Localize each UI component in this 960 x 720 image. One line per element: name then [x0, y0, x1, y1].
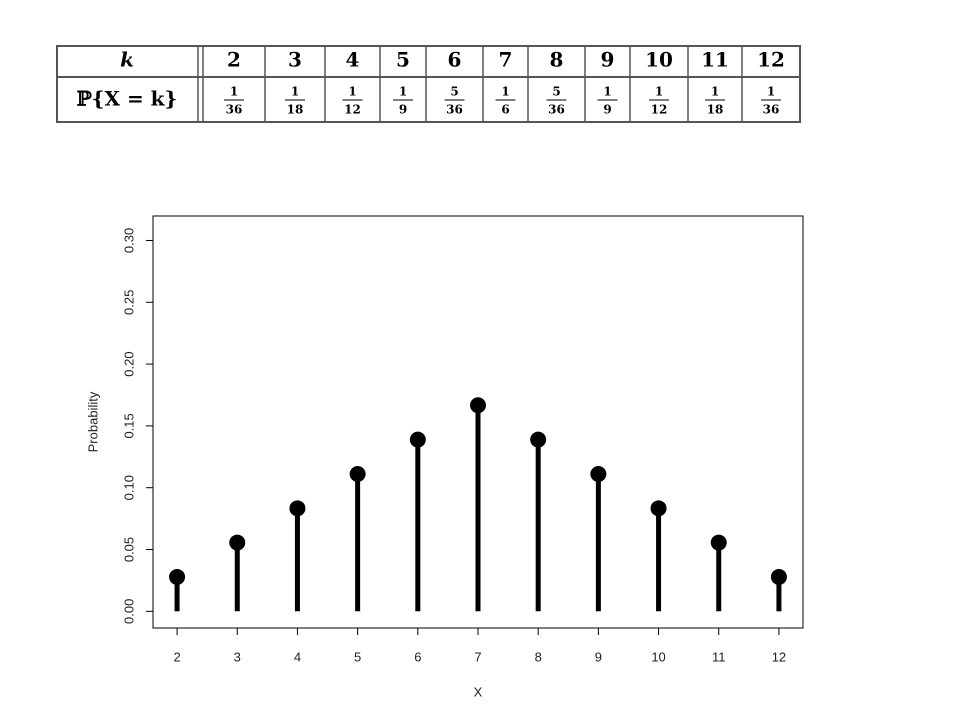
- y-tick-label: 0.20: [121, 351, 136, 376]
- fraction-num: 1: [230, 85, 238, 99]
- x-tick-label: 6: [414, 649, 421, 664]
- table-cell: 3: [288, 48, 302, 72]
- fraction-den: 36: [763, 103, 780, 117]
- x-tick-label: 12: [772, 649, 786, 664]
- fraction-num: 1: [291, 85, 299, 99]
- fraction-den: 18: [287, 103, 304, 117]
- x-tick-label: 2: [173, 649, 180, 664]
- fraction-den: 12: [344, 103, 361, 117]
- x-axis-label: X: [474, 684, 483, 699]
- table-cell: 2: [227, 48, 241, 72]
- stem-point: [710, 534, 727, 551]
- stem-point: [409, 431, 426, 448]
- fraction-den: 36: [548, 103, 565, 117]
- fraction-num: 1: [711, 85, 719, 99]
- table-cell: 6: [448, 48, 462, 72]
- table-cell: 10: [645, 48, 673, 72]
- fraction-den: 6: [501, 103, 509, 117]
- table-cell: 8: [550, 48, 564, 72]
- fraction-den: 36: [226, 103, 243, 117]
- stem-point: [470, 397, 486, 414]
- fraction-den: 12: [651, 103, 668, 117]
- y-tick-label: 0.15: [121, 413, 136, 438]
- table-header: k: [120, 48, 134, 72]
- fraction-den: 9: [399, 103, 407, 117]
- stem-point: [229, 534, 246, 551]
- x-tick-label: 3: [234, 649, 241, 664]
- table-cell: 5: [396, 48, 410, 72]
- fraction-num: 1: [399, 85, 407, 99]
- fraction-den: 18: [707, 103, 724, 117]
- x-tick-label: 9: [595, 649, 602, 664]
- table-frame: [56, 45, 801, 123]
- fraction-num: 1: [655, 85, 663, 99]
- fraction-num: 5: [552, 85, 560, 99]
- stem-point: [169, 568, 186, 585]
- x-tick-label: 7: [474, 649, 481, 664]
- table-cell: 11: [701, 48, 729, 72]
- fraction-num: 5: [450, 85, 458, 99]
- x-tick-label: 4: [294, 649, 301, 664]
- x-tick-label: 8: [535, 649, 542, 664]
- fraction-den: 9: [603, 103, 611, 117]
- y-tick-label: 0.10: [121, 475, 136, 500]
- stem-point: [770, 568, 787, 585]
- x-tick-label: 10: [651, 649, 665, 664]
- stem-point: [530, 431, 547, 448]
- table-cell: 7: [499, 48, 513, 72]
- stem-point: [289, 500, 306, 517]
- y-tick-label: 0.30: [121, 228, 136, 253]
- y-tick-label: 0.05: [121, 537, 136, 562]
- y-tick-label: 0.00: [121, 599, 136, 624]
- fraction-num: 1: [603, 85, 611, 99]
- stem-point: [590, 465, 607, 482]
- y-axis-label: Probability: [85, 391, 100, 452]
- fraction-num: 1: [767, 85, 775, 99]
- table-cell: 12: [757, 48, 785, 72]
- x-tick-label: 11: [712, 649, 726, 664]
- table-cell: 9: [601, 48, 615, 72]
- y-tick-label: 0.25: [121, 290, 136, 315]
- stem-point: [349, 465, 366, 482]
- x-tick-label: 5: [354, 649, 361, 664]
- table-row-label: ℙ{X = k}: [77, 87, 178, 111]
- table-cell: 4: [346, 48, 360, 72]
- fraction-num: 1: [348, 85, 356, 99]
- fraction-num: 1: [501, 85, 509, 99]
- stem-point: [650, 500, 667, 517]
- fraction-den: 36: [446, 103, 463, 117]
